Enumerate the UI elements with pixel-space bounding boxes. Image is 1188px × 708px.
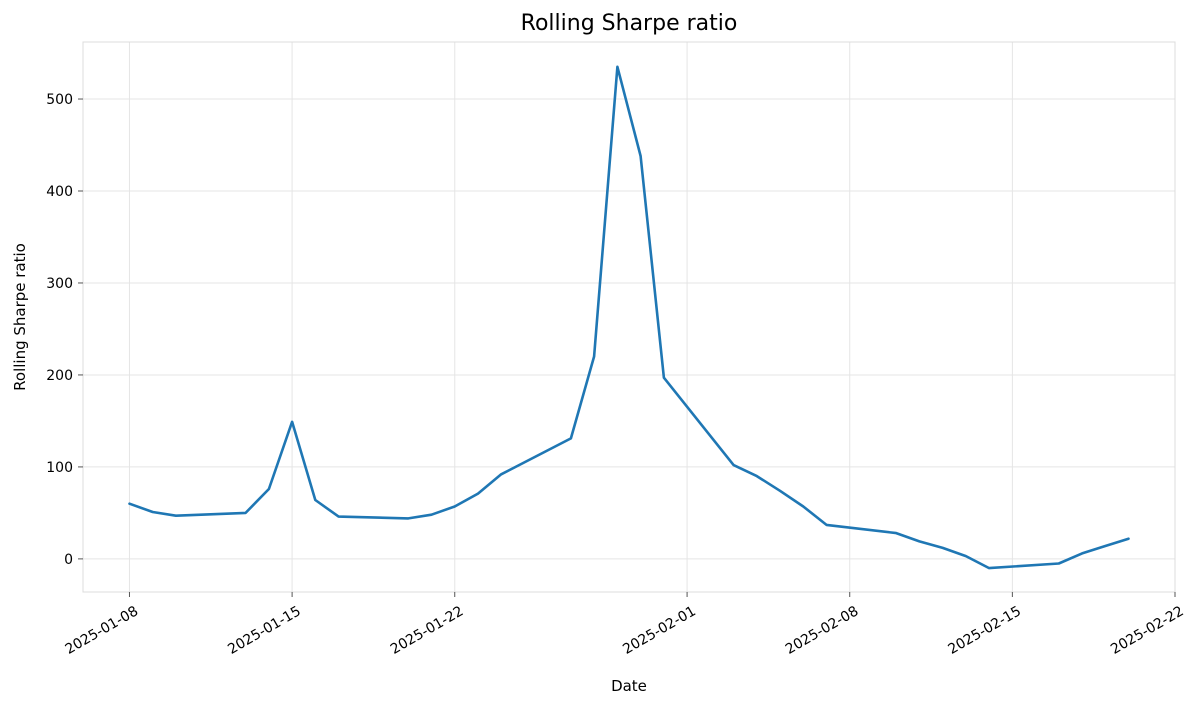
x-tick-label: 2025-02-15 <box>945 603 1023 658</box>
data-point <box>802 505 804 507</box>
data-point <box>1104 545 1106 547</box>
data-point <box>639 155 641 157</box>
data-point <box>314 499 316 501</box>
data-point <box>756 475 758 477</box>
data-point <box>918 540 920 542</box>
x-axis-label: Date <box>611 677 647 695</box>
series-layer <box>128 65 1130 570</box>
x-tick-label: 2025-02-08 <box>783 603 861 658</box>
series-line <box>128 65 1130 570</box>
data-point <box>1127 537 1129 539</box>
data-point <box>244 512 246 514</box>
y-tick-label: 100 <box>46 460 73 476</box>
data-point <box>430 514 432 516</box>
y-tick-label: 500 <box>46 92 73 108</box>
x-tick-label: 2025-01-22 <box>388 603 466 658</box>
y-tick-label: 300 <box>46 276 73 292</box>
data-point <box>779 490 781 492</box>
x-tick-label: 2025-02-22 <box>1108 603 1186 658</box>
data-point <box>500 473 502 475</box>
y-tick-label: 200 <box>46 368 73 384</box>
data-point <box>454 505 456 507</box>
data-point <box>477 492 479 494</box>
grid-lines <box>83 42 1176 592</box>
x-tick-label: 2025-01-15 <box>225 603 303 658</box>
plot-area-frame <box>82 41 1176 593</box>
data-point <box>152 511 154 513</box>
data-point <box>291 421 293 423</box>
data-point <box>175 514 177 516</box>
data-point <box>825 524 827 526</box>
y-tick-label: 400 <box>46 184 73 200</box>
data-point <box>965 555 967 557</box>
data-point <box>895 532 897 534</box>
data-point <box>407 517 409 519</box>
data-point <box>616 66 618 68</box>
data-point <box>663 377 665 379</box>
data-point <box>128 503 130 505</box>
chart-title: Rolling Sharpe ratio <box>521 11 738 36</box>
data-point <box>1081 552 1083 554</box>
data-point <box>337 515 339 517</box>
data-point <box>268 488 270 490</box>
data-point <box>593 355 595 357</box>
x-tick-label: 2025-02-01 <box>620 603 698 658</box>
y-tick-label: 0 <box>64 552 73 568</box>
data-point <box>941 547 943 549</box>
data-point <box>988 567 990 569</box>
data-point <box>570 437 572 439</box>
data-point <box>1058 562 1060 564</box>
x-tick-label: 2025-01-08 <box>63 603 141 658</box>
data-point <box>732 464 734 466</box>
y-axis-label: Rolling Sharpe ratio <box>11 243 29 391</box>
